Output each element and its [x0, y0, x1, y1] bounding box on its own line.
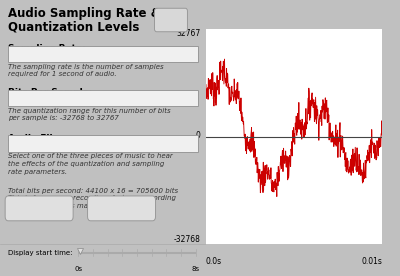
Text: ■: ■ — [117, 203, 126, 213]
Text: Sampling Rate:: Sampling Rate: — [8, 44, 86, 53]
Text: 0.01s: 0.01s — [361, 257, 382, 266]
FancyBboxPatch shape — [88, 196, 156, 221]
Text: ?: ? — [168, 15, 174, 25]
Text: ▼: ▼ — [187, 51, 192, 56]
Text: Audio Sampling Rate &: Audio Sampling Rate & — [8, 7, 161, 20]
Text: 16 Bits Per Sample: 16 Bits Per Sample — [14, 94, 86, 102]
Text: ▶: ▶ — [35, 203, 43, 213]
Text: 8s: 8s — [192, 266, 200, 272]
Text: 0: 0 — [196, 131, 201, 140]
Text: -32768: -32768 — [174, 235, 201, 244]
Bar — [8, 135, 198, 152]
Text: Bits Per Sample:: Bits Per Sample: — [8, 88, 93, 97]
Text: Display start time:: Display start time: — [8, 250, 73, 256]
Text: The sampling rate is the number of samples
required for 1 second of audio.: The sampling rate is the number of sampl… — [8, 63, 164, 77]
Text: 44100 Samples Per Second: 44100 Samples Per Second — [14, 49, 118, 58]
FancyBboxPatch shape — [5, 196, 73, 221]
Text: Total bits per second: 44100 x 16 = 705600 bits
This is for a mono recording. A : Total bits per second: 44100 x 16 = 7056… — [8, 188, 178, 209]
Bar — [8, 90, 198, 106]
Text: ▼: ▼ — [187, 141, 192, 146]
FancyBboxPatch shape — [154, 8, 188, 32]
Text: Select one of the three pieces of music to hear
the effects of the quantization : Select one of the three pieces of music … — [8, 153, 173, 175]
Text: ▼: ▼ — [187, 95, 192, 100]
Text: 0s: 0s — [74, 266, 82, 272]
Text: Quantization Levels: Quantization Levels — [8, 21, 140, 34]
Text: The quantization range for this number of bits
per sample is: -32768 to 32767: The quantization range for this number o… — [8, 108, 171, 121]
Text: 32767: 32767 — [176, 29, 201, 38]
Text: Example 1 - Pop music: Example 1 - Pop music — [14, 139, 101, 148]
Bar — [8, 46, 198, 62]
Text: Audio File:: Audio File: — [8, 134, 63, 143]
Text: 0.0s: 0.0s — [206, 257, 222, 266]
